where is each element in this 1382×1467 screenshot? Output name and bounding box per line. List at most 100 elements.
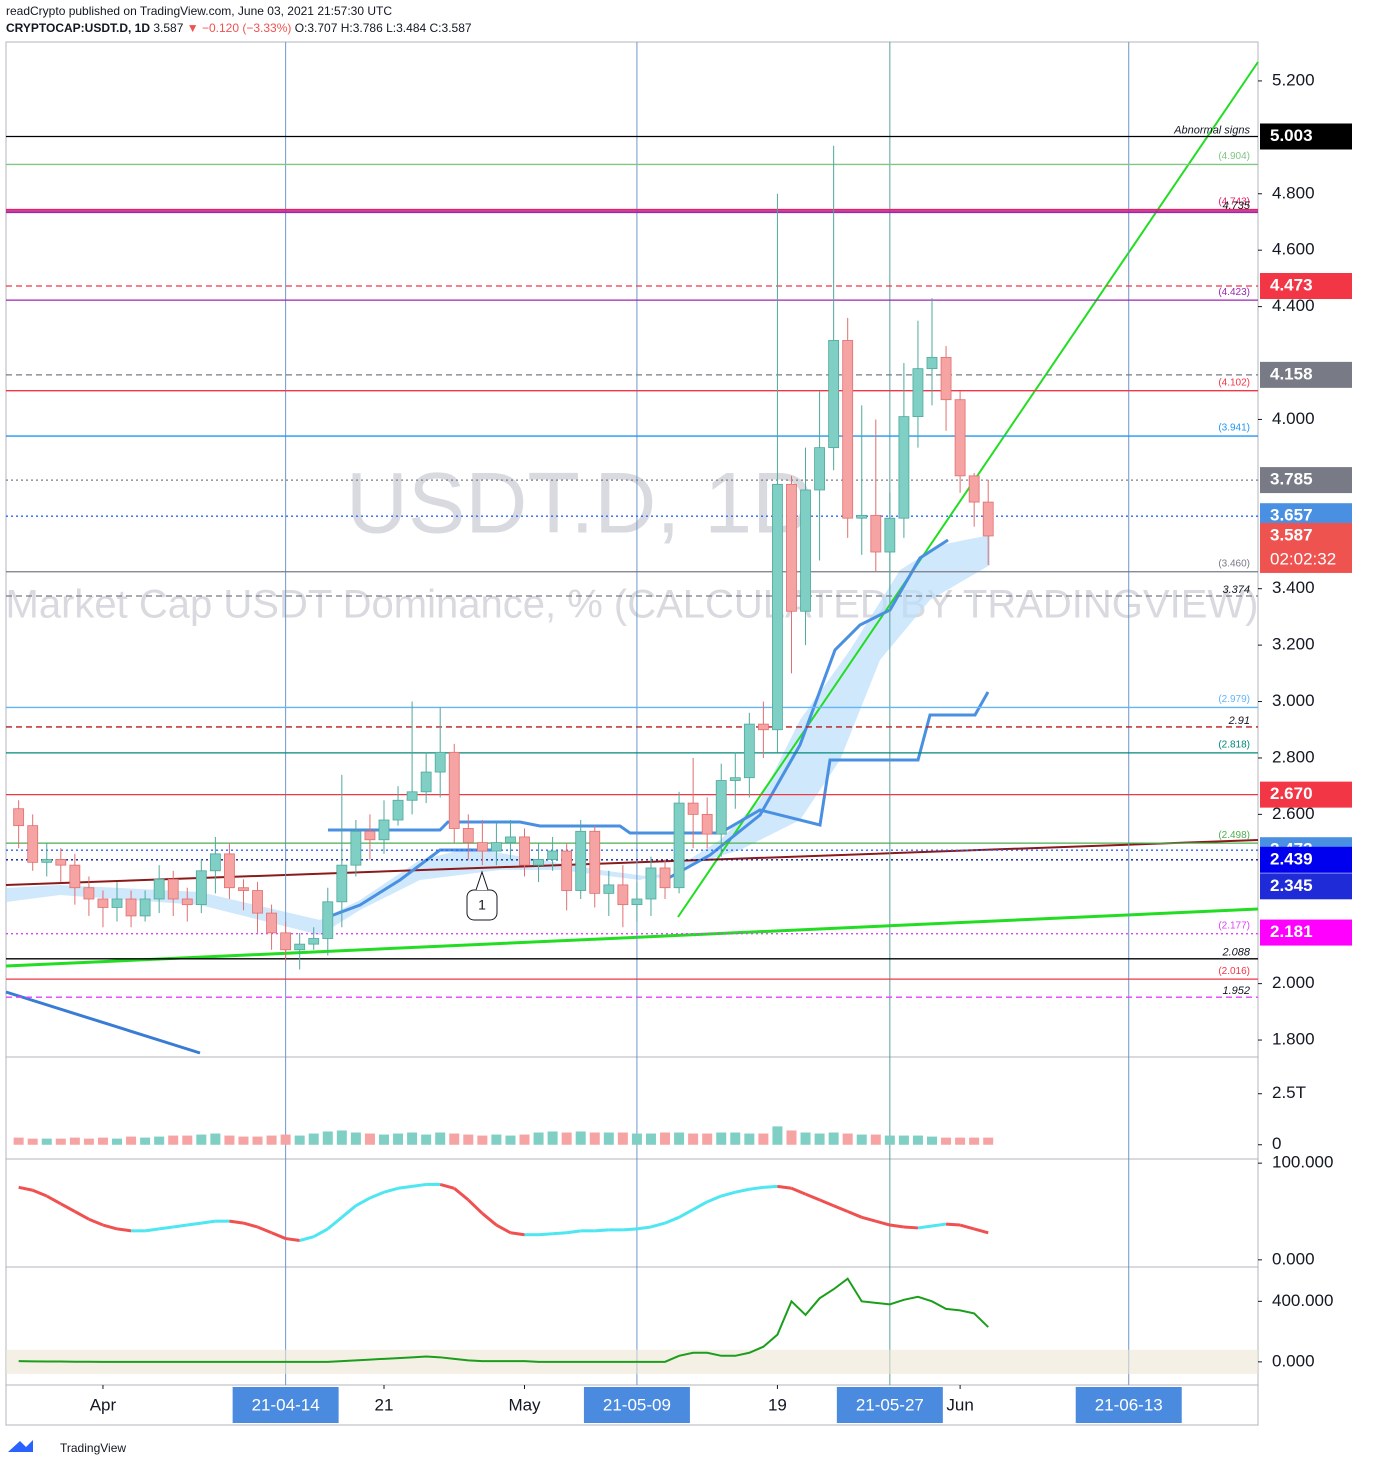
candle-body (561, 850, 573, 891)
volume-bar (772, 1126, 783, 1145)
candle-body (912, 368, 924, 418)
candle-body (884, 517, 896, 553)
oscillator-segment (326, 1216, 343, 1231)
candle-body (266, 912, 277, 934)
oscillator-segment (861, 1215, 877, 1223)
volume-bar (224, 1135, 235, 1145)
y-tick-label: 2.600 (1272, 804, 1315, 823)
trend-line (5, 839, 1259, 886)
volume-bar (716, 1132, 727, 1145)
candle-body (224, 853, 235, 889)
volume-bar (800, 1132, 811, 1145)
oscillator-segment (875, 1219, 891, 1227)
candle-body (814, 447, 825, 491)
candle-body (982, 501, 994, 537)
candle-body (575, 830, 587, 891)
volume-bar (631, 1133, 642, 1145)
oscillator-segment (664, 1215, 680, 1225)
volume-bar (112, 1138, 123, 1145)
volume-bar (533, 1132, 544, 1145)
candle-body (181, 898, 193, 906)
level-label: (4.423) (1218, 287, 1250, 298)
volume-bar (744, 1133, 755, 1145)
candle-body (547, 850, 559, 860)
volume-bar (547, 1131, 558, 1145)
oscillator-segment (678, 1208, 694, 1219)
level-label: (4.743) (1218, 196, 1250, 207)
x-tick-label: 19 (768, 1395, 787, 1414)
candle-body (757, 723, 769, 731)
ohlc-low: L:3.484 (386, 21, 426, 35)
volume-bar (870, 1134, 881, 1145)
volume-bar (97, 1137, 108, 1145)
volume-bar (898, 1135, 909, 1145)
trend-line (677, 61, 1259, 918)
oscillator-segment (847, 1210, 863, 1219)
volume-bar (126, 1136, 137, 1145)
trend-line (5, 907, 1259, 968)
date-marker-box (583, 1387, 690, 1423)
pane-tick-label: 400.000 (1272, 1291, 1333, 1310)
price-badge (1260, 873, 1352, 900)
footer: TradingView (60, 1441, 126, 1455)
price-badge-label: 3.587 (1270, 525, 1313, 544)
level-label: (2.979) (1218, 694, 1250, 705)
symbol-line: CRYPTOCAP:USDT.D, 1D 3.587 ▼ −0.120 (−3.… (6, 21, 472, 35)
candle-body (111, 898, 123, 908)
volume-bar (477, 1135, 488, 1145)
date-marker-label: 21-05-09 (603, 1395, 671, 1414)
x-tick-label: May (508, 1395, 541, 1414)
candle-body (519, 836, 530, 866)
candle-body (673, 802, 685, 889)
candle-body (27, 825, 39, 863)
candle-body (645, 867, 657, 900)
volume-bar (364, 1133, 375, 1145)
volume-bar (41, 1138, 52, 1145)
oscillator-segment (411, 1182, 427, 1188)
volume-bar (941, 1137, 952, 1145)
candle-body (153, 878, 165, 900)
candle-body (13, 808, 25, 827)
candle-body (870, 514, 882, 553)
volume-bar (336, 1130, 347, 1145)
candle-body (631, 898, 643, 906)
oscillator-segment (734, 1187, 750, 1194)
candle-body (434, 751, 446, 773)
price-badge (1260, 361, 1352, 388)
momentum-line (18, 1277, 989, 1363)
volume-bar (702, 1133, 713, 1145)
logo (8, 1440, 33, 1452)
y-tick-label: 4.800 (1272, 183, 1315, 202)
level-label: (2.498) (1218, 830, 1250, 841)
candle-body (280, 932, 292, 951)
oscillator-segment (833, 1204, 849, 1213)
candle-body (97, 898, 109, 908)
volume-bar (617, 1132, 628, 1145)
oscillator-segment (60, 1202, 76, 1213)
candle-body (448, 751, 460, 829)
level-label: 2.91 (1228, 715, 1250, 727)
volume-bar (210, 1133, 221, 1145)
oscillator-segment (18, 1185, 34, 1192)
y-tick-label: 3.400 (1272, 578, 1315, 597)
price-badge (1260, 919, 1352, 946)
candle-body (968, 475, 980, 503)
price-badge-label: 2.670 (1270, 784, 1313, 803)
volume-bar (182, 1135, 193, 1145)
volume-bar (645, 1133, 656, 1145)
candle-body (926, 356, 938, 370)
oscillator-segment (636, 1225, 652, 1231)
oscillator-segment (355, 1196, 371, 1208)
volume-bar (196, 1134, 207, 1145)
volume-bar (308, 1133, 319, 1145)
oscillator-segment (299, 1235, 315, 1242)
y-tick-label: 1.800 (1272, 1030, 1315, 1049)
price-badge (1260, 467, 1352, 494)
oscillator-segment (931, 1222, 947, 1228)
candle-body (462, 828, 474, 843)
candle-body (772, 483, 783, 731)
volume-bar (969, 1137, 980, 1145)
oscillator-segment (369, 1190, 385, 1200)
candle-body (406, 791, 418, 801)
